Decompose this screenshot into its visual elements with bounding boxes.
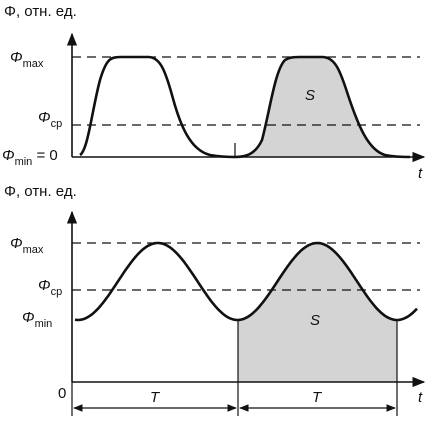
area-shade <box>235 57 410 157</box>
max-label: Φmax <box>10 235 44 256</box>
bottom-panel: Φ, отн. ед. Φmax Φcp Φmin 0 S t T T <box>4 183 426 416</box>
axis-label: Φ, отн. ед. <box>4 3 77 20</box>
max-label: Φmax <box>10 49 44 70</box>
axis-label: Φ, отн. ед. <box>4 183 77 200</box>
area-label: S <box>305 87 315 104</box>
period-label: T <box>150 389 161 406</box>
cp-label: Φcp <box>38 109 62 130</box>
min-label: Φmin = 0 <box>2 147 58 168</box>
t-label: t <box>418 165 423 182</box>
zero-label: 0 <box>58 385 66 402</box>
cp-label: Φcp <box>38 277 62 298</box>
area-shade <box>238 243 397 382</box>
area-label: S <box>310 312 320 329</box>
t-label: t <box>418 389 423 406</box>
period-label: T <box>312 389 323 406</box>
pulse-curve <box>79 55 411 159</box>
top-panel: Φ, отн. ед. Φmax Φcp Φmin = 0 S t <box>2 3 426 182</box>
sine-curve <box>74 241 418 322</box>
min-label: Φmin <box>22 309 52 330</box>
